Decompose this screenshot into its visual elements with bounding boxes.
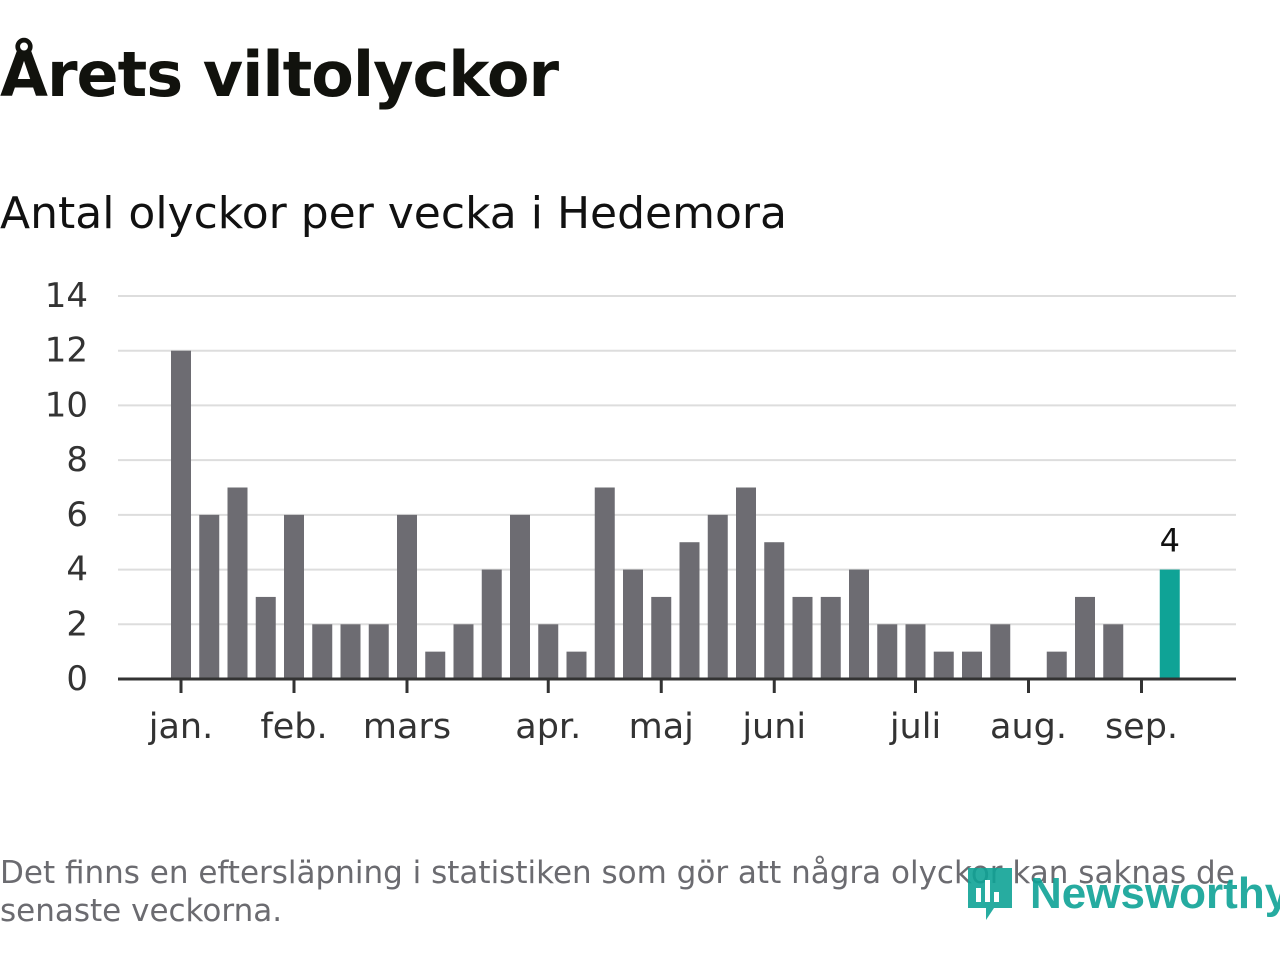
gridlines <box>118 295 1236 626</box>
x-tick-label: mars <box>363 707 451 747</box>
page-title: Årets viltolyckor <box>0 38 559 111</box>
bar <box>340 624 361 679</box>
bar <box>651 596 672 679</box>
bar <box>368 624 389 679</box>
bar <box>707 514 728 679</box>
bar <box>792 596 813 679</box>
bar-highlight <box>1159 569 1180 679</box>
y-tick-label: 6 <box>66 495 88 535</box>
bar <box>820 596 841 679</box>
x-tick-label: juni <box>741 707 806 747</box>
y-tick-label: 8 <box>66 440 88 480</box>
chart-subtitle: Antal olyckor per vecka i Hedemora <box>0 188 787 239</box>
annotations: 4 <box>1160 522 1180 560</box>
bar <box>877 624 898 679</box>
x-tick-label: feb. <box>260 707 327 747</box>
bar <box>849 569 869 679</box>
bar <box>171 350 191 679</box>
bar <box>736 487 756 679</box>
bar <box>1103 624 1124 679</box>
x-tick-label: maj <box>629 707 694 747</box>
y-tick-label: 2 <box>66 604 88 644</box>
chart-bubble-icon <box>968 868 1012 920</box>
bar <box>199 514 220 679</box>
y-tick-label: 12 <box>45 331 88 371</box>
x-axis: jan. feb. mars apr. maj juni juli aug. sep. <box>118 677 1236 747</box>
bar <box>1075 596 1095 679</box>
bar-chart: 0 2 4 6 8 10 12 14 4 jan. feb. mars apr. maj juni jul… <box>45 276 1236 747</box>
bar <box>623 569 643 679</box>
y-tick-label: 10 <box>45 385 88 425</box>
bar <box>284 514 304 679</box>
bar <box>679 542 700 679</box>
brand-name: Newsworthy <box>1030 869 1280 918</box>
y-tick-label: 14 <box>45 276 88 316</box>
bar <box>397 514 417 679</box>
x-tick-label: jan. <box>148 707 213 747</box>
footnote: Det finns en eftersläpning i statistiken… <box>0 855 1235 929</box>
bar <box>538 624 559 679</box>
y-tick-label: 4 <box>66 550 88 590</box>
bar <box>1046 651 1067 679</box>
bar <box>905 624 926 679</box>
x-tick-label: juli <box>889 707 941 747</box>
bar <box>453 624 474 679</box>
bar <box>510 514 530 679</box>
bar <box>255 596 276 679</box>
newsworthy-logo: Newsworthy <box>964 862 1280 926</box>
bar <box>933 651 954 679</box>
bars <box>171 350 1180 679</box>
bar <box>594 487 615 679</box>
y-axis-ticks: 0 2 4 6 8 10 12 14 <box>45 276 88 699</box>
bar <box>566 651 587 679</box>
x-tick-label: apr. <box>515 707 581 747</box>
bar <box>227 487 248 679</box>
x-tick-label: aug. <box>990 707 1067 747</box>
bar <box>764 542 785 679</box>
bar <box>425 651 446 679</box>
y-tick-label: 0 <box>66 659 88 699</box>
bar <box>962 651 982 679</box>
bar <box>990 624 1011 679</box>
x-tick-label: sep. <box>1105 707 1178 747</box>
data-label: 4 <box>1160 522 1180 560</box>
bar <box>481 569 502 679</box>
bar <box>312 624 333 679</box>
